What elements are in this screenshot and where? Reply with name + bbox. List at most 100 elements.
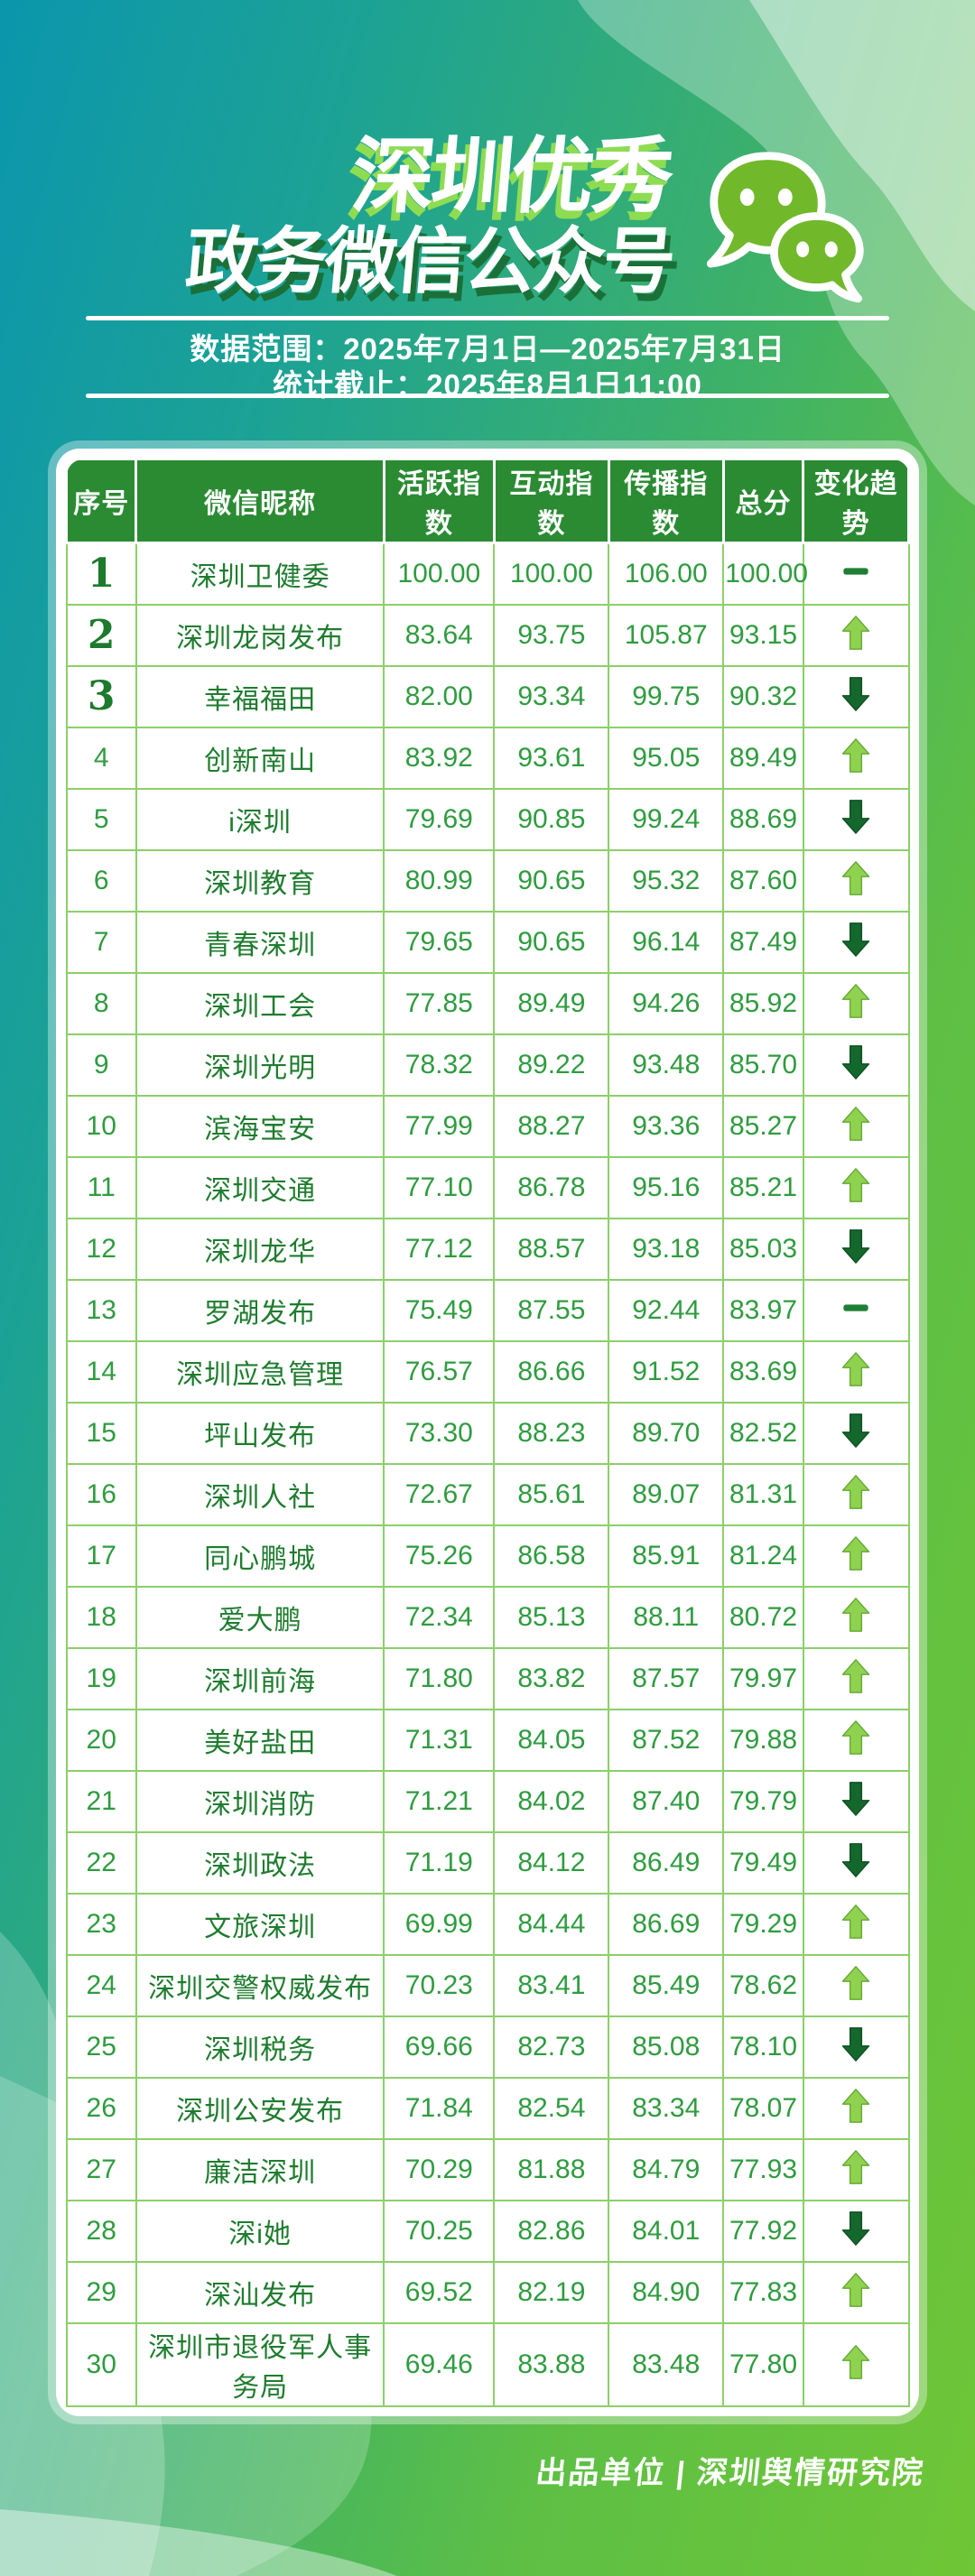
rank-cell: 1 [65, 542, 137, 606]
total-score-cell: 82.52 [722, 1401, 804, 1465]
trend-up-icon [840, 1106, 871, 1142]
total-score-cell: 79.49 [722, 1830, 804, 1895]
table-row: 21 深圳消防 71.21 84.02 87.40 79.79 [65, 1769, 910, 1833]
interact-index-cell: 82.54 [493, 2076, 610, 2140]
interact-index-cell: 83.82 [493, 1646, 610, 1710]
spread-index-cell: 95.05 [608, 726, 725, 790]
trend-up-icon [840, 2272, 871, 2308]
trend-up-icon [840, 1904, 871, 1940]
active-index-cell: 70.29 [383, 2137, 496, 2201]
spread-index-cell: 95.16 [608, 1155, 725, 1219]
total-score-cell: 87.49 [722, 910, 804, 974]
table-row: 20 美好盐田 71.31 84.05 87.52 79.88 [65, 1708, 910, 1772]
active-index-cell: 78.32 [383, 1033, 496, 1097]
trend-cell [802, 2137, 910, 2201]
trend-cell [802, 1401, 910, 1465]
spread-index-cell: 95.32 [608, 848, 725, 913]
interact-index-cell: 83.88 [493, 2321, 610, 2407]
table-row: 17 同心鹏城 75.26 86.58 85.91 81.24 [65, 1524, 910, 1588]
name-cell: 深圳交警权威发布 [135, 1953, 385, 2017]
name-cell: 滨海宝安 [135, 1094, 385, 1158]
active-index-cell: 77.99 [383, 1094, 496, 1158]
trend-cell [802, 1094, 910, 1158]
rank-cell: 28 [65, 2199, 137, 2263]
name-cell: 深圳龙华 [135, 1217, 385, 1281]
active-index-cell: 69.99 [383, 1892, 496, 1956]
rank-cell: 7 [65, 910, 137, 974]
active-index-cell: 82.00 [383, 664, 496, 728]
trend-up-icon [840, 1535, 871, 1571]
name-cell: 深圳龙岗发布 [135, 603, 385, 667]
table-row: 11 深圳交通 77.10 86.78 95.16 85.21 [65, 1155, 910, 1219]
table-row: 16 深圳人社 72.67 85.61 89.07 81.31 [65, 1462, 910, 1526]
trend-cell [802, 787, 910, 851]
trend-cell [802, 1585, 910, 1649]
interact-index-cell: 82.86 [493, 2199, 610, 2263]
active-index-cell: 71.80 [383, 1646, 496, 1710]
active-index-cell: 71.84 [383, 2076, 496, 2140]
name-cell: 深圳税务 [135, 2015, 385, 2079]
active-index-cell: 79.69 [383, 787, 496, 851]
spread-index-cell: 88.11 [608, 1585, 725, 1649]
table-row: 10 滨海宝安 77.99 88.27 93.36 85.27 [65, 1094, 910, 1158]
rank-cell: 27 [65, 2137, 137, 2201]
trend-cell [802, 910, 910, 974]
table-row: 27 廉洁深圳 70.29 81.88 84.79 77.93 [65, 2137, 910, 2201]
name-cell: 深圳卫健委 [135, 542, 385, 606]
spread-index-cell: 86.69 [608, 1892, 725, 1956]
total-score-cell: 80.72 [722, 1585, 804, 1649]
total-score-cell: 78.07 [722, 2076, 804, 2140]
trend-flat-icon [840, 553, 871, 589]
trend-up-icon [840, 860, 871, 896]
total-score-cell: 81.31 [722, 1462, 804, 1526]
trend-down-icon [840, 1228, 871, 1265]
spread-index-cell: 93.36 [608, 1094, 725, 1158]
interact-index-cell: 88.23 [493, 1401, 610, 1465]
table-row: 25 深圳税务 69.66 82.73 85.08 78.10 [65, 2015, 910, 2079]
trend-cell [802, 1339, 910, 1404]
interact-index-cell: 84.02 [493, 1769, 610, 1833]
rank-cell: 16 [65, 1462, 137, 1526]
trend-down-icon [840, 2026, 871, 2062]
rank-cell: 6 [65, 848, 137, 913]
trend-down-icon [840, 1044, 871, 1080]
info-divider-bottom [86, 394, 889, 398]
wechat-icon [706, 152, 864, 303]
total-score-cell: 78.10 [722, 2015, 804, 2079]
rank-cell: 24 [65, 1953, 137, 2017]
header-cell-rank: 序号 [64, 458, 138, 544]
spread-index-cell: 105.87 [608, 603, 725, 667]
spread-index-cell: 89.70 [608, 1401, 725, 1465]
name-cell: 深圳消防 [135, 1769, 385, 1833]
active-index-cell: 69.66 [383, 2015, 496, 2079]
spread-index-cell: 87.40 [608, 1769, 725, 1833]
spread-index-cell: 84.01 [608, 2199, 725, 2263]
trend-down-icon [840, 799, 871, 835]
trend-cell [802, 1278, 910, 1342]
table-row: 30 深圳市退役军人事务局 69.46 83.88 83.48 77.80 [65, 2321, 910, 2407]
trend-up-icon [840, 1597, 871, 1633]
info-data-range: 数据范围：2025年7月1日—2025年7月31日 [190, 332, 785, 366]
footer-credit: 出品单位 | 深圳舆情研究院 [534, 2456, 926, 2490]
active-index-cell: 75.49 [383, 1278, 496, 1342]
active-index-cell: 71.21 [383, 1769, 496, 1833]
active-index-cell: 71.31 [383, 1708, 496, 1772]
total-score-cell: 87.60 [722, 848, 804, 913]
interact-index-cell: 100.00 [493, 542, 610, 606]
trend-cell [802, 2076, 910, 2140]
active-index-cell: 80.99 [383, 848, 496, 913]
table-row: 13 罗湖发布 75.49 87.55 92.44 83.97 [65, 1278, 910, 1342]
trend-up-icon [840, 1351, 871, 1387]
interact-index-cell: 82.73 [493, 2015, 610, 2079]
rank-cell: 21 [65, 1769, 137, 1833]
page-title-line1: 深圳优秀 [348, 131, 674, 223]
spread-index-cell: 96.14 [608, 910, 725, 974]
spread-index-cell: 83.34 [608, 2076, 725, 2140]
total-score-cell: 79.29 [722, 1892, 804, 1956]
trend-cell [802, 1830, 910, 1895]
trend-cell [802, 971, 910, 1035]
trend-flat-icon [840, 1290, 871, 1326]
interact-index-cell: 82.19 [493, 2260, 610, 2324]
interact-index-cell: 93.34 [493, 664, 610, 728]
interact-index-cell: 86.78 [493, 1155, 610, 1219]
